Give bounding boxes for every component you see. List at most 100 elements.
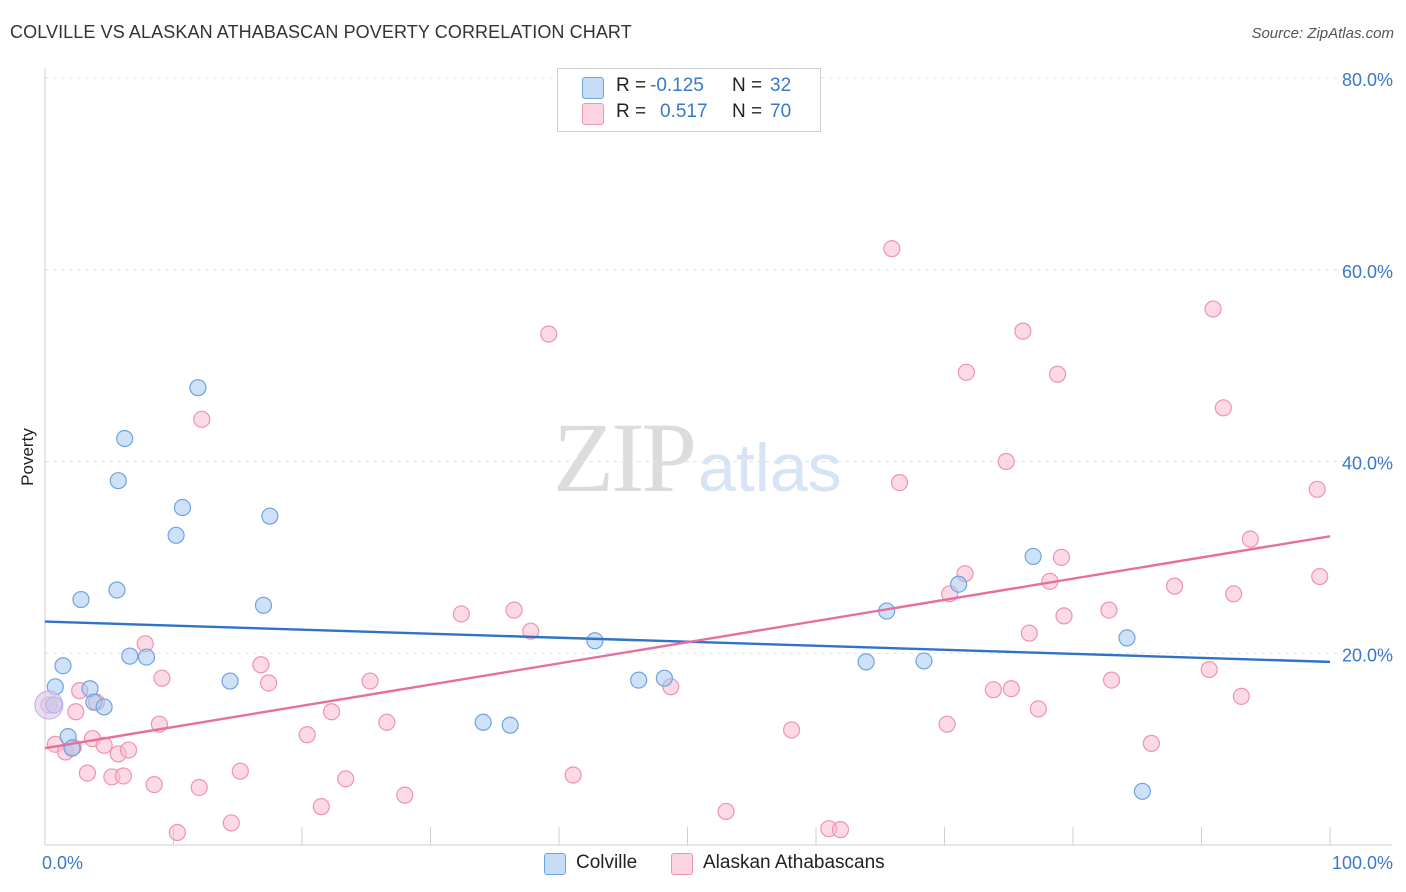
athabascan-point: [1200, 660, 1218, 679]
y-tick-label: 40.0%: [1342, 454, 1393, 474]
colville-point: [121, 647, 139, 665]
athabascan-point: [505, 601, 523, 619]
athabascan-point: [259, 674, 278, 692]
colville-point: [167, 526, 185, 544]
athabascan-trend-line: [44, 535, 1331, 750]
athabascan-point: [1311, 567, 1329, 586]
colville-point: [173, 498, 192, 517]
colville-point: [950, 575, 968, 593]
athabascan-point: [957, 363, 975, 381]
athabascan-point: [831, 821, 850, 839]
athabascan-swatch: [582, 103, 604, 125]
colville-point: [915, 652, 933, 670]
colville-point: [1024, 547, 1042, 566]
athabascan-point: [1165, 577, 1184, 595]
athabascan-point: [890, 473, 909, 492]
athabascan-point: [984, 681, 1002, 699]
athabascan-point: [1055, 607, 1073, 625]
athabascan-point: [153, 669, 171, 687]
athabascan-point: [119, 741, 138, 759]
athabascan-legend-swatch: [671, 853, 693, 875]
r-value: -0.125: [650, 75, 704, 96]
colville-point: [108, 581, 126, 599]
n-value: 70: [770, 101, 792, 122]
athabascan-point: [1002, 680, 1020, 698]
athabascan-point: [1029, 700, 1047, 718]
athabascan-point: [252, 656, 270, 674]
athabascan-legend-label: Alaskan Athabascans: [703, 852, 885, 873]
trend-layer: [44, 535, 1331, 750]
athabascan-point: [193, 410, 211, 428]
colville-legend-swatch: [544, 853, 566, 875]
athabascan-point: [312, 798, 330, 816]
colville-point: [1133, 782, 1151, 800]
r-label: R =: [616, 101, 647, 122]
y-tick-label: 20.0%: [1342, 645, 1393, 665]
athabascan-point: [145, 775, 163, 794]
n-label: N =: [732, 101, 763, 122]
athabascan-point: [1214, 399, 1232, 417]
n-value: 32: [770, 75, 792, 96]
overlap-cluster-point: [34, 690, 64, 720]
y-axis-label: Poverty: [18, 428, 37, 486]
n-label: N =: [732, 75, 763, 96]
athabascan-point: [883, 240, 901, 258]
athabascan-point: [168, 823, 186, 842]
correlation-legend: R = -0.125 N = 32 R = 0.517 N = 70: [557, 68, 821, 132]
athabascan-point: [1020, 624, 1038, 642]
r-label: R =: [616, 75, 647, 96]
athabascan-point: [222, 814, 240, 832]
colville-point: [109, 472, 127, 490]
athabascan-point: [1100, 601, 1118, 619]
athabascan-point: [1308, 480, 1326, 498]
athabascan-point: [1241, 530, 1259, 548]
athabascan-point: [337, 770, 355, 788]
athabascan-point: [1052, 548, 1071, 566]
athabascan-point: [997, 452, 1015, 471]
watermark-atlas: atlas: [698, 430, 842, 506]
watermark-zip: ZIP: [553, 402, 697, 513]
athabascan-point: [361, 672, 379, 690]
athabascan-point: [522, 622, 540, 640]
athabascan-point: [1142, 734, 1160, 752]
colville-point: [189, 379, 207, 397]
athabascan-point: [231, 762, 249, 780]
athabascan-point: [717, 802, 735, 821]
athabascan-point: [190, 778, 208, 797]
colville-point: [586, 632, 604, 650]
x-tick-label: 100.0%: [1332, 853, 1393, 873]
point-layer: [34, 240, 1329, 842]
athabascan-point: [938, 715, 956, 733]
colville-point: [137, 648, 156, 666]
colville-point: [72, 590, 90, 609]
watermark: ZIPatlas: [553, 400, 842, 515]
athabascan-point: [540, 325, 558, 343]
colville-point: [655, 669, 673, 687]
y-tick-label: 60.0%: [1342, 262, 1393, 282]
athabascan-point: [322, 703, 341, 721]
colville-point: [254, 596, 273, 614]
colville-point: [1118, 629, 1136, 647]
athabascan-point: [1014, 322, 1032, 340]
y-tick-label: 80.0%: [1342, 70, 1393, 90]
x-tick-label: 0.0%: [42, 853, 83, 873]
grid-layer: [45, 77, 1392, 654]
athabascan-point: [1204, 300, 1222, 318]
athabascan-point: [1232, 687, 1250, 705]
colville-point: [474, 713, 492, 731]
colville-point: [54, 657, 72, 675]
athabascan-point: [298, 726, 316, 744]
r-value: 0.517: [660, 101, 708, 122]
athabascan-point: [67, 703, 85, 721]
colville-point: [221, 672, 239, 690]
source-credit: Source: ZipAtlas.com: [1251, 25, 1394, 42]
athabascan-point: [564, 766, 582, 784]
colville-point: [95, 698, 113, 716]
label-layer: Poverty 20.0% 40.0% 60.0% 80.0% 0.0% 100.0%: [18, 70, 1393, 873]
colville-point: [857, 653, 875, 671]
athabascan-point: [1225, 585, 1243, 603]
colville-point: [501, 716, 519, 734]
athabascan-point: [1048, 365, 1067, 383]
athabascan-point: [114, 767, 132, 785]
